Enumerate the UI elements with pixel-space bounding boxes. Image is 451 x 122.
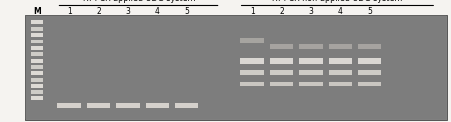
Bar: [269, 82, 293, 86]
Bar: [31, 20, 43, 24]
Bar: [240, 58, 263, 64]
Text: 5: 5: [367, 7, 371, 16]
Text: 4: 4: [337, 7, 342, 16]
Text: 1: 1: [67, 7, 71, 16]
Bar: [57, 103, 81, 108]
Bar: [357, 70, 381, 75]
Bar: [31, 59, 43, 63]
Bar: [31, 46, 43, 50]
Bar: [240, 38, 263, 43]
Text: 3: 3: [308, 7, 313, 16]
Bar: [240, 82, 263, 86]
Bar: [269, 70, 293, 75]
Bar: [240, 70, 263, 75]
Bar: [269, 44, 293, 49]
Text: RT-PCR non-applied UDG system: RT-PCR non-applied UDG system: [272, 0, 402, 3]
Bar: [299, 70, 322, 75]
Bar: [299, 58, 322, 64]
Bar: [357, 82, 381, 86]
Bar: [87, 103, 110, 108]
Bar: [31, 40, 43, 43]
Bar: [31, 90, 43, 94]
Text: 5: 5: [184, 7, 189, 16]
Bar: [31, 96, 43, 100]
Bar: [116, 103, 139, 108]
Text: 4: 4: [155, 7, 159, 16]
Bar: [269, 58, 293, 64]
Bar: [328, 82, 351, 86]
Bar: [299, 44, 322, 49]
Text: 1: 1: [249, 7, 254, 16]
Bar: [328, 44, 351, 49]
Bar: [175, 103, 198, 108]
Bar: [328, 58, 351, 64]
Text: 3: 3: [125, 7, 130, 16]
Text: 2: 2: [96, 7, 101, 16]
Bar: [25, 15, 446, 120]
Text: M: M: [33, 7, 41, 16]
Bar: [31, 52, 43, 56]
Bar: [357, 44, 381, 49]
Bar: [357, 58, 381, 64]
Bar: [31, 65, 43, 69]
Bar: [145, 103, 169, 108]
Text: 2: 2: [279, 7, 283, 16]
Bar: [31, 84, 43, 88]
Bar: [31, 33, 43, 37]
Bar: [25, 15, 445, 119]
Bar: [31, 78, 43, 82]
Text: RT-PCR applied UDG system: RT-PCR applied UDG system: [83, 0, 194, 3]
Bar: [31, 27, 43, 31]
Bar: [328, 70, 351, 75]
Bar: [31, 71, 43, 75]
Bar: [299, 82, 322, 86]
